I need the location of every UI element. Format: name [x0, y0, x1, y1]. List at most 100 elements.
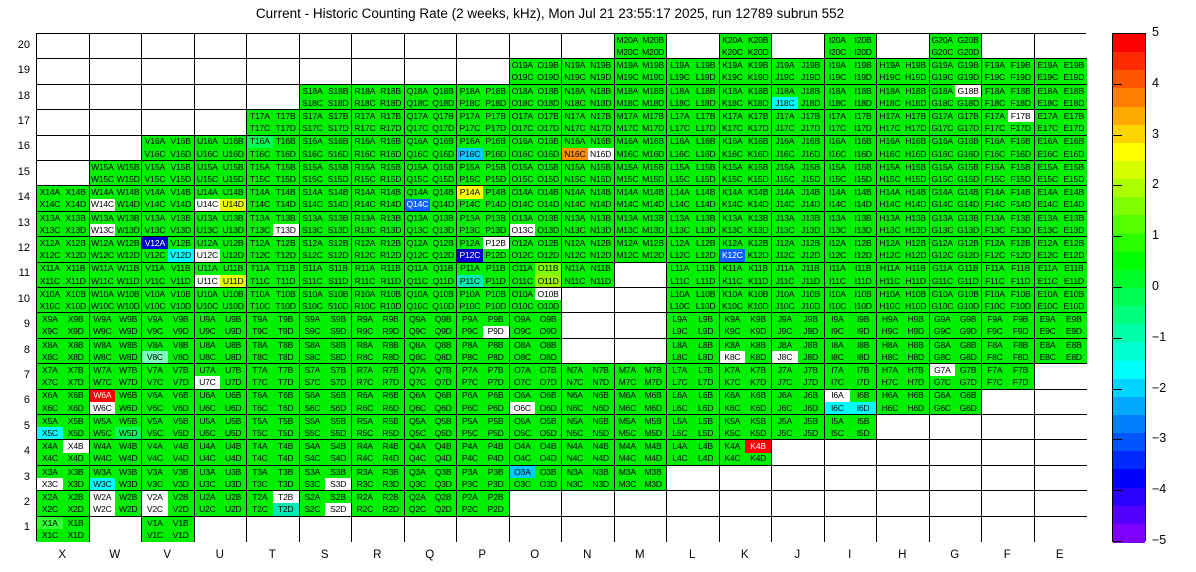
channel-G17C[interactable]: G17C — [929, 122, 956, 135]
channel-R13B[interactable]: R13B — [377, 211, 404, 224]
channel-H12C[interactable]: H12C — [877, 249, 903, 262]
channel-L11C[interactable]: L11C — [667, 274, 693, 287]
channel-J16A[interactable]: J16A — [772, 135, 798, 148]
grid-cell-R1[interactable] — [352, 516, 405, 542]
channel-F17C[interactable]: F17C — [982, 122, 1008, 135]
channel-Q2B[interactable]: Q2B — [430, 491, 456, 504]
grid-cell-N12[interactable]: N12A N12B N12C N12D — [562, 237, 615, 263]
channel-Q7B[interactable]: Q7B — [430, 364, 456, 377]
grid-cell-U6[interactable]: U6A U6B U6C U6D — [194, 389, 247, 415]
channel-K11A[interactable]: K11A — [719, 262, 746, 275]
channel-I17B[interactable]: I17B — [850, 110, 876, 123]
channel-S18C[interactable]: S18C — [299, 97, 326, 110]
channel-M20A[interactable]: M20A — [614, 34, 641, 47]
grid-cell-R7[interactable]: R7A R7B R7C R7D — [352, 364, 405, 390]
channel-S18D[interactable]: S18D — [325, 97, 351, 110]
channel-P3A[interactable]: P3A — [457, 465, 483, 478]
channel-Q15B[interactable]: Q15B — [430, 161, 456, 174]
channel-O19B[interactable]: O19B — [535, 59, 561, 72]
grid-cell-E15[interactable]: E15A E15B E15C E15D — [1034, 161, 1087, 187]
channel-U12C[interactable]: U12C — [194, 249, 221, 262]
grid-cell-W17[interactable] — [89, 110, 142, 136]
channel-G16A[interactable]: G16A — [929, 135, 956, 148]
grid-cell-K7[interactable]: K7A K7B K7C K7D — [719, 364, 772, 390]
channel-L15A[interactable]: L15A — [667, 161, 693, 174]
channel-E17D[interactable]: E17D — [1060, 122, 1087, 135]
channel-W13C[interactable]: W13C — [89, 224, 116, 237]
channel-K6C[interactable]: K6C — [719, 401, 746, 414]
channel-R8C[interactable]: R8C — [352, 351, 378, 364]
channel-E19D[interactable]: E19D — [1060, 71, 1087, 84]
grid-cell-R12[interactable]: R12A R12B R12C R12D — [352, 237, 405, 263]
grid-cell-R4[interactable]: R4A R4B R4C R4D — [352, 440, 405, 466]
channel-S2A[interactable]: S2A — [299, 491, 326, 504]
channel-O8A[interactable]: O8A — [509, 338, 536, 351]
channel-V2B[interactable]: V2B — [167, 491, 194, 504]
channel-W10B[interactable]: W10B — [115, 288, 141, 301]
channel-G6D[interactable]: G6D — [955, 401, 981, 414]
grid-cell-G20[interactable]: G20A G20B G20C G20D — [929, 34, 982, 60]
channel-Q13B[interactable]: Q13B — [430, 211, 456, 224]
grid-cell-P14[interactable]: P14A P14B P14C P14D — [457, 186, 510, 212]
channel-J5A[interactable]: J5A — [772, 415, 798, 428]
channel-U4B[interactable]: U4B — [220, 440, 246, 453]
channel-L18B[interactable]: L18B — [692, 84, 719, 97]
grid-cell-T14[interactable]: T14A T14B T14C T14D — [247, 186, 300, 212]
channel-S15A[interactable]: S15A — [299, 161, 326, 174]
channel-F17D[interactable]: F17D — [1007, 122, 1034, 135]
channel-F11A[interactable]: F11A — [982, 262, 1008, 275]
channel-F12C[interactable]: F12C — [982, 249, 1008, 262]
grid-cell-N3[interactable]: N3A N3B N3C N3D — [562, 465, 615, 492]
channel-P12A[interactable]: P12A — [457, 237, 483, 250]
grid-cell-V4[interactable]: V4A V4B V4C V4D — [142, 440, 195, 466]
channel-Q4B[interactable]: Q4B — [430, 440, 456, 453]
channel-I6C[interactable]: I6C — [824, 401, 851, 414]
grid-cell-X5[interactable]: X5A X5B X5C X5D — [37, 415, 90, 441]
channel-E8D[interactable]: E8D — [1060, 351, 1087, 364]
channel-X3A[interactable]: X3A — [37, 465, 63, 478]
channel-K11D[interactable]: K11D — [745, 274, 771, 287]
grid-cell-Q14[interactable]: Q14A Q14B Q14C Q14D — [404, 186, 457, 212]
channel-I8B[interactable]: I8B — [850, 338, 876, 351]
grid-cell-O19[interactable]: O19A O19B O19C O19D — [509, 59, 562, 85]
channel-V7D[interactable]: V7D — [167, 376, 194, 389]
channel-U15B[interactable]: U15B — [220, 161, 246, 174]
grid-cell-O2[interactable] — [509, 491, 562, 517]
channel-V6A[interactable]: V6A — [142, 389, 168, 402]
channel-S14A[interactable]: S14A — [299, 186, 326, 199]
grid-cell-U5[interactable]: U5A U5B U5C U5D — [194, 415, 247, 441]
channel-V4C[interactable]: V4C — [142, 452, 168, 465]
channel-U14C[interactable]: U14C — [194, 198, 221, 211]
channel-E18B[interactable]: E18B — [1060, 84, 1087, 97]
grid-cell-P10[interactable]: P10A P10B P10C P10D — [457, 288, 510, 314]
channel-E11C[interactable]: E11C — [1034, 274, 1061, 287]
channel-T14C[interactable]: T14C — [247, 198, 273, 211]
channel-H10A[interactable]: H10A — [877, 288, 903, 301]
grid-cell-I15[interactable]: I15A I15B I15C I15D — [824, 161, 877, 187]
channel-P15C[interactable]: P15C — [457, 173, 483, 186]
channel-O13C[interactable]: O13C — [509, 224, 536, 237]
channel-O15D[interactable]: O15D — [535, 173, 561, 186]
channel-R12B[interactable]: R12B — [377, 237, 404, 250]
channel-R4B[interactable]: R4B — [377, 440, 404, 453]
grid-cell-X1[interactable]: X1A X1B X1C X1D — [37, 516, 90, 542]
channel-O4C[interactable]: O4C — [509, 452, 536, 465]
grid-cell-T7[interactable]: T7A T7B T7C T7D — [247, 364, 300, 390]
channel-K6B[interactable]: K6B — [745, 389, 771, 402]
channel-K16A[interactable]: K16A — [719, 135, 746, 148]
channel-O10A[interactable]: O10A — [509, 288, 536, 301]
grid-cell-P17[interactable]: P17A P17B P17C P17D — [457, 110, 510, 136]
channel-J13B[interactable]: J13B — [797, 211, 824, 224]
channel-T7A[interactable]: T7A — [247, 364, 273, 377]
channel-H18D[interactable]: H18D — [902, 97, 929, 110]
channel-K9C[interactable]: K9C — [719, 325, 746, 338]
grid-cell-E19[interactable]: E19A E19B E19C E19D — [1034, 59, 1087, 85]
grid-cell-L19[interactable]: L19A L19B L19C L19D — [667, 59, 720, 85]
grid-cell-N19[interactable]: N19A N19B N19C N19D — [562, 59, 615, 85]
channel-K14D[interactable]: K14D — [745, 198, 771, 211]
channel-S5A[interactable]: S5A — [299, 415, 326, 428]
channel-G11D[interactable]: G11D — [955, 274, 981, 287]
grid-cell-K2[interactable] — [719, 491, 772, 517]
channel-N14D[interactable]: N14D — [587, 198, 614, 211]
channel-I8A[interactable]: I8A — [824, 338, 851, 351]
